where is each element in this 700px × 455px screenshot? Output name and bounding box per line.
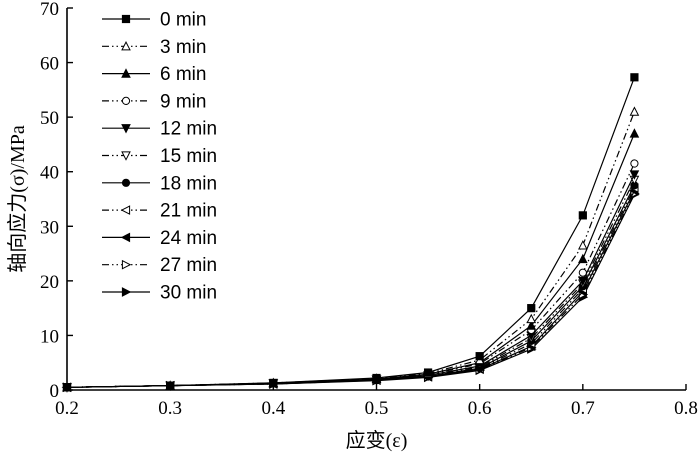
y-tick-label: 10 [40,326,59,347]
series-21-min [61,183,639,393]
data-point [629,106,640,116]
legend-label: 15 min [160,146,217,167]
plot-marks [61,73,640,393]
series-line [66,133,635,388]
legend-label: 0 min [160,10,206,31]
legend-label: 12 min [160,119,217,140]
series-30-min [62,189,640,393]
data-point [526,320,537,330]
y-tick-label: 40 [40,163,59,184]
series-line [66,185,635,388]
legend-entry: 21 min [102,201,217,222]
legend-entry: 30 min [102,283,217,304]
legend-marker [121,14,131,24]
series-line [66,77,635,388]
legend-marker [121,151,131,161]
legend-marker [120,232,131,243]
x-tick-label: 0.6 [468,398,492,419]
series-line [66,111,635,388]
legend-marker [121,41,131,51]
x-tick-label: 0.5 [365,398,389,419]
legend-label: 27 min [160,255,217,276]
legend-label: 3 min [160,37,206,58]
data-point [630,73,639,82]
series-0-min [62,73,639,392]
y-tick-label: 20 [40,272,59,293]
series-line [66,190,635,388]
legend-label: 24 min [160,228,217,249]
legend-entry: 12 min [102,119,217,140]
legend-entry: 15 min [102,146,217,167]
data-point [629,128,640,138]
series-line [66,179,635,388]
y-tick-label: 30 [40,217,59,238]
data-point [372,373,381,383]
legend-entry: 24 min [102,228,217,249]
data-point [527,304,536,313]
legend-label: 30 min [160,283,217,304]
data-point [423,368,433,377]
axes: 0.2 0.3 0.4 0.5 0.6 0.7 0.8 0 10 20 30 40 50 60 70 [40,0,698,419]
series-27-min [62,188,640,393]
y-tick-label: 70 [40,0,59,20]
series-line [66,174,635,388]
legend-entry: 3 min [102,37,206,58]
series-15-min [62,175,640,393]
legend-entry: 18 min [102,173,217,194]
legend-entry: 0 min [102,10,206,31]
y-tick-label: 0 [50,381,60,402]
data-point [526,313,537,324]
series-9-min [62,159,639,392]
x-tick-label: 0.2 [55,398,79,419]
series-line [66,194,635,388]
legend-marker [121,287,132,297]
legend-entry: 9 min [102,91,206,112]
legend-marker [121,68,131,78]
x-tick-label: 0.8 [674,398,698,419]
y-tick-label: 50 [40,108,59,129]
legend-entry: 6 min [102,64,206,85]
series-12-min [62,170,640,393]
legend-marker [121,178,131,187]
data-point [578,253,588,264]
series-18-min [62,181,639,392]
x-tick-label: 0.7 [571,398,595,419]
legend-label: 9 min [160,91,206,112]
legend: 0 min 3 min 6 min 9 min 12 min 15 min 18 min 21… [102,10,217,304]
series-line [66,193,635,388]
data-point [629,170,640,180]
legend-marker [120,205,131,215]
legend-label: 21 min [160,201,217,222]
legend-entry: 27 min [102,255,217,276]
x-tick-label: 0.4 [261,398,285,419]
y-tick-label: 60 [40,54,59,75]
x-axis-title: 应变(ε) [346,429,408,452]
series-6-min [62,128,640,392]
y-axis-title: 轴向应力(σ)/MPa [6,125,29,273]
x-tick-label: 0.3 [158,398,182,419]
data-point [578,211,587,220]
data-point [578,240,588,250]
legend-label: 18 min [160,173,217,194]
legend-marker [121,124,131,134]
legend-marker [121,96,131,106]
series-3-min [62,106,640,392]
data-point [475,352,484,361]
legend-label: 6 min [160,64,206,85]
data-point [630,159,639,168]
data-point [578,268,587,277]
legend-marker [121,259,132,270]
data-point [578,276,588,287]
series-line [66,187,635,388]
